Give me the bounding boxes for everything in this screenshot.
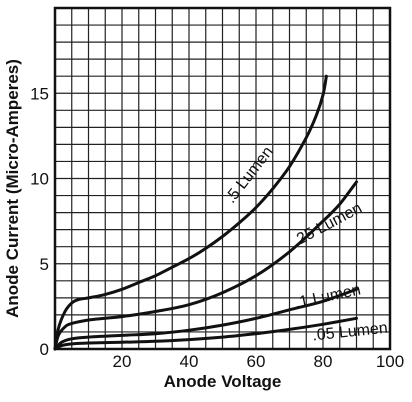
series-label-3: .1 Lumen <box>293 281 362 312</box>
plot-frame <box>53 6 392 351</box>
x-axis-title: Anode Voltage <box>164 372 282 391</box>
y-tick-label: 5 <box>40 255 49 274</box>
tick-labels: 20 40 60 80 100 0 5 10 15 <box>30 84 404 371</box>
series-line-3 <box>53 287 358 351</box>
x-tick-label: 100 <box>376 352 404 371</box>
series-line-4 <box>53 316 358 351</box>
series-label-2: .25 Lumen <box>290 200 365 251</box>
x-tick-label: 40 <box>180 352 199 371</box>
series-label-1: .5 Lumen <box>222 143 276 206</box>
y-tick-label: 15 <box>30 84 49 103</box>
y-tick-label: 0 <box>40 340 49 359</box>
x-tick-label: 80 <box>314 352 333 371</box>
x-tick-label: 20 <box>113 352 132 371</box>
curves <box>53 74 358 351</box>
series-line-2 <box>53 180 358 351</box>
y-axis-title: Anode Current (Micro-Amperes) <box>3 59 22 318</box>
grid-lines <box>55 8 390 349</box>
y-tick-label: 10 <box>30 170 49 189</box>
x-tick-label: 60 <box>247 352 266 371</box>
series-line-1 <box>53 74 328 351</box>
